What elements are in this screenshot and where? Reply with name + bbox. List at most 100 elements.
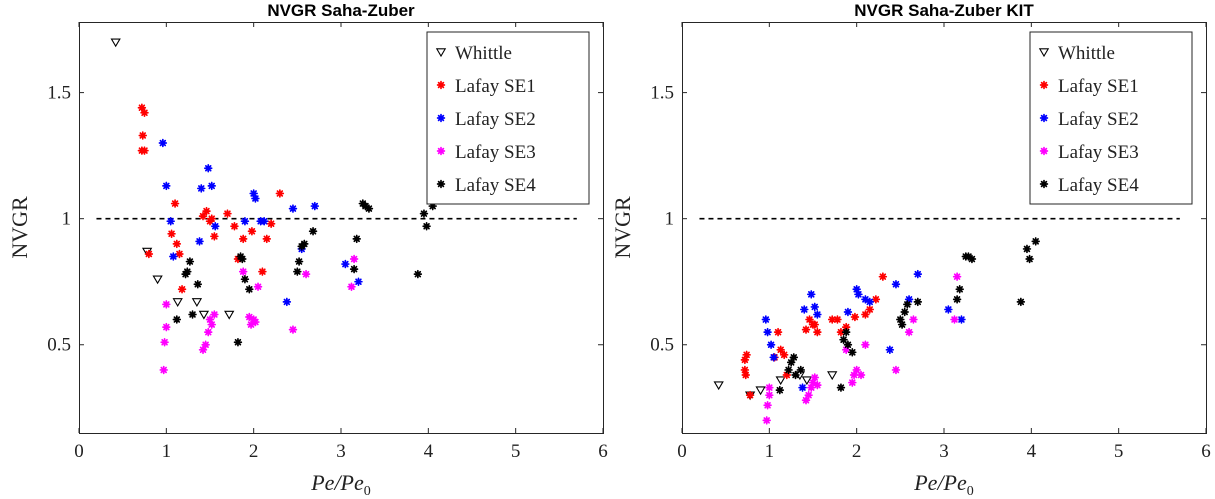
data-point (191, 298, 203, 307)
data-point (773, 327, 783, 337)
data-point (810, 302, 819, 312)
data-point (162, 322, 171, 332)
x-tick-label: 3 (939, 441, 949, 462)
data-point (354, 277, 363, 286)
y-tick-label: 1.5 (650, 83, 674, 104)
data-point (152, 275, 163, 285)
x-tick-label: 5 (1114, 441, 1124, 462)
data-point (169, 252, 178, 261)
data-point (202, 206, 211, 216)
data-point (361, 201, 370, 211)
data-point (763, 401, 772, 410)
data-point (1016, 297, 1026, 307)
data-point (861, 310, 870, 319)
data-point (233, 337, 243, 347)
data-point (810, 373, 819, 382)
y-tick-label: 1 (62, 209, 72, 230)
data-point (259, 216, 269, 226)
x-tick-label: 6 (1201, 441, 1211, 462)
series-whittle (110, 38, 235, 320)
data-point (827, 371, 838, 381)
data-point (740, 365, 750, 375)
legend-label: Whittle (455, 43, 512, 64)
series-lafay-se3 (762, 272, 962, 425)
data-point (904, 295, 914, 304)
y-tick-label: 0.5 (47, 335, 71, 356)
data-point (852, 285, 861, 294)
data-point (913, 297, 923, 307)
chart-title: NVGR Saha-Zuber (267, 1, 415, 20)
data-point (266, 219, 276, 228)
data-point (740, 355, 750, 365)
data-point (167, 229, 176, 239)
legend-marker (1039, 179, 1049, 189)
data-point (836, 327, 846, 337)
data-point (865, 305, 875, 314)
data-point (839, 335, 848, 344)
data-point (172, 298, 183, 307)
data-point (904, 327, 914, 337)
data-point (138, 131, 147, 140)
data-point (249, 189, 258, 198)
data-point (789, 353, 799, 362)
data-point (413, 269, 423, 279)
data-point (741, 370, 750, 380)
data-point (782, 370, 792, 380)
data-point (896, 315, 905, 324)
data-point (207, 320, 216, 329)
x-axis-label: Pe/Pe0 (310, 470, 371, 499)
series-lafay-se3 (159, 254, 359, 375)
data-point (742, 350, 751, 360)
data-point (813, 327, 822, 337)
data-point (843, 307, 853, 317)
legend-marker (436, 179, 446, 189)
data-point (364, 204, 374, 213)
legend: Whittle Lafay SE1 Lafay SE2 Lafay SE3 Lafay … (1029, 31, 1193, 205)
data-point (897, 320, 907, 329)
data-point (224, 310, 235, 320)
data-point (850, 312, 860, 322)
legend-box (426, 31, 590, 205)
data-point (957, 315, 966, 324)
data-point (766, 340, 776, 349)
data-point (238, 267, 248, 276)
data-point (745, 390, 755, 400)
data-point (310, 201, 320, 211)
data-point (865, 297, 875, 307)
data-point (137, 103, 147, 112)
data-point (158, 138, 168, 148)
data-point (223, 209, 232, 218)
series-lafay-se2 (761, 269, 966, 392)
data-point (763, 327, 772, 337)
y-axis-label: NVGR (7, 196, 32, 259)
data-point (848, 378, 857, 387)
data-point (843, 340, 853, 349)
data-point (293, 267, 302, 276)
legend-label: Lafay SE2 (455, 109, 536, 130)
legend-marker (436, 146, 446, 156)
data-point (775, 385, 785, 395)
data-point (210, 310, 219, 319)
legend-marker (1038, 48, 1050, 58)
x-tick-label: 1 (162, 441, 172, 462)
data-point (204, 327, 213, 337)
data-point (240, 216, 250, 226)
data-point (813, 380, 822, 390)
data-point (841, 327, 851, 337)
data-point (807, 383, 816, 392)
data-point (833, 315, 842, 324)
legend-marker (436, 113, 446, 123)
data-point (827, 315, 837, 324)
data-point (159, 365, 168, 375)
data-point (294, 257, 304, 266)
data-point (775, 376, 786, 386)
data-point (140, 108, 149, 118)
chart-title: NVGR Saha-Zuber KIT (854, 1, 1034, 20)
data-point (207, 214, 216, 223)
data-point (188, 310, 197, 319)
data-point (1025, 254, 1034, 264)
data-point (801, 325, 811, 334)
data-point (198, 310, 210, 320)
